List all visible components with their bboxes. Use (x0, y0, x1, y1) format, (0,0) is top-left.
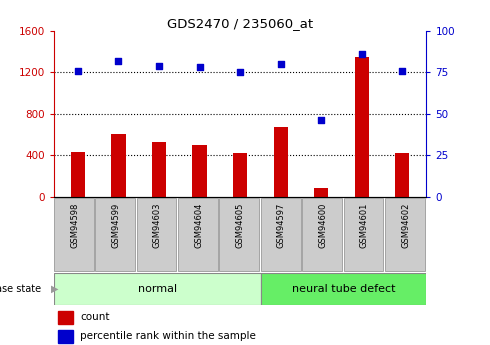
Bar (273, 127, 288, 197)
FancyBboxPatch shape (261, 198, 300, 271)
Text: count: count (80, 312, 109, 322)
FancyBboxPatch shape (54, 273, 261, 305)
Text: ▶: ▶ (51, 284, 59, 294)
Bar (152, 142, 166, 197)
Text: normal: normal (138, 284, 177, 294)
FancyBboxPatch shape (343, 198, 383, 271)
Point (358, 51, 366, 57)
FancyBboxPatch shape (178, 198, 218, 271)
Point (155, 63, 163, 69)
Bar (314, 188, 328, 197)
Text: GSM94603: GSM94603 (153, 203, 162, 248)
FancyBboxPatch shape (385, 198, 425, 271)
FancyBboxPatch shape (54, 198, 94, 271)
Text: GSM94598: GSM94598 (70, 203, 79, 248)
Title: GDS2470 / 235060_at: GDS2470 / 235060_at (167, 17, 313, 30)
Bar (395, 153, 409, 197)
Text: percentile rank within the sample: percentile rank within the sample (80, 332, 256, 341)
Text: GSM94604: GSM94604 (194, 203, 203, 248)
Bar (58, 311, 73, 324)
Point (196, 65, 203, 70)
Point (115, 58, 122, 63)
Bar (71, 152, 85, 197)
Bar (111, 134, 125, 197)
Text: GSM94605: GSM94605 (236, 203, 245, 248)
Point (277, 61, 285, 67)
Text: GSM94597: GSM94597 (277, 203, 286, 248)
FancyBboxPatch shape (95, 198, 135, 271)
Bar (193, 145, 207, 197)
Point (74, 68, 82, 73)
Point (317, 118, 325, 123)
FancyBboxPatch shape (302, 198, 342, 271)
Text: GSM94599: GSM94599 (111, 203, 121, 248)
FancyBboxPatch shape (261, 273, 426, 305)
Text: neural tube defect: neural tube defect (292, 284, 395, 294)
Bar (355, 57, 369, 197)
Bar (58, 330, 73, 343)
Point (398, 68, 406, 73)
Point (236, 70, 244, 75)
Text: GSM94600: GSM94600 (318, 203, 327, 248)
FancyBboxPatch shape (137, 198, 176, 271)
Bar (233, 153, 247, 197)
Text: GSM94602: GSM94602 (401, 203, 410, 248)
Text: disease state: disease state (0, 284, 44, 294)
FancyBboxPatch shape (220, 198, 259, 271)
Text: GSM94601: GSM94601 (360, 203, 369, 248)
